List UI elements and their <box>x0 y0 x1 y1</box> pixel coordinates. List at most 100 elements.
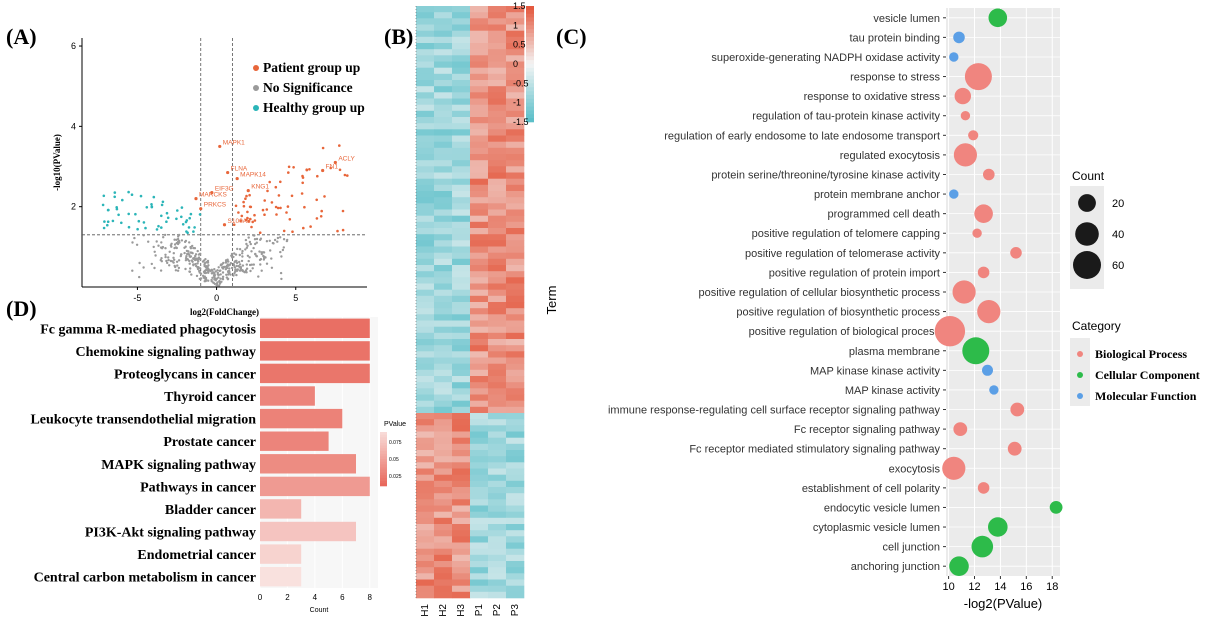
labeled-gene-point <box>218 144 222 149</box>
heatmap-cell <box>470 585 489 593</box>
heatmap-cell <box>452 406 471 414</box>
color-scale-label: -0.5 <box>513 78 529 88</box>
ns-point <box>131 269 134 272</box>
heatmap-cell <box>452 499 471 506</box>
color-scale-step <box>526 17 534 22</box>
heatmap-cell <box>434 548 453 556</box>
up-point <box>258 231 262 234</box>
ns-point <box>212 274 216 277</box>
ns-point <box>213 272 216 275</box>
heatmap-cell <box>434 468 453 475</box>
heatmap-cell <box>470 406 489 414</box>
heatmap-cell <box>434 431 453 438</box>
heatmap-cell <box>470 591 489 599</box>
heatmap-cell <box>452 271 471 278</box>
ns-point <box>280 255 283 258</box>
color-scale-step <box>526 29 534 34</box>
category-legend-title: Category <box>1072 319 1121 333</box>
heatmap-cell <box>488 536 507 543</box>
heatmap-column-label: P1 <box>474 604 485 617</box>
ns-point <box>220 280 223 283</box>
ns-point <box>196 249 199 253</box>
heatmap-cell <box>488 326 507 334</box>
heatmap-cell <box>452 110 471 118</box>
ns-point <box>245 271 248 274</box>
up-point <box>338 168 342 172</box>
heatmap-cell <box>434 567 453 574</box>
down-point <box>198 213 202 216</box>
heatmap-cell <box>488 271 507 278</box>
ns-point <box>250 263 253 266</box>
heatmap-cell <box>488 252 507 260</box>
ns-point <box>175 241 178 245</box>
heatmap-cell <box>416 462 435 469</box>
ns-point <box>172 252 175 255</box>
ns-point <box>244 238 248 242</box>
ns-point <box>188 262 191 265</box>
ns-point <box>157 244 160 247</box>
ns-point <box>194 254 197 258</box>
down-point <box>130 193 134 196</box>
ns-point <box>230 252 234 256</box>
up-point <box>286 205 290 208</box>
y-axis-label: Term <box>544 286 559 315</box>
gene-label: ACLY <box>338 156 355 163</box>
heatmap-cell <box>452 493 471 500</box>
heatmap-cell <box>416 505 435 512</box>
heatmap-cell <box>434 277 453 284</box>
color-scale-step <box>526 106 534 111</box>
heatmap-cell <box>416 314 435 321</box>
heatmap-cell <box>452 228 471 235</box>
heatmap-cell <box>470 240 489 247</box>
heatmap-cell <box>506 591 525 599</box>
color-scale-step <box>526 75 534 80</box>
down-point <box>188 216 191 220</box>
down-point <box>111 219 115 223</box>
ns-point <box>138 275 141 279</box>
heatmap-cell <box>506 246 525 253</box>
heatmap-cell <box>470 98 489 105</box>
ns-point <box>184 267 187 271</box>
ns-point <box>215 284 218 287</box>
heatmap-cell <box>470 314 489 321</box>
up-point <box>276 206 280 210</box>
down-point <box>121 198 124 202</box>
heatmap-cell <box>434 289 453 297</box>
term-label: regulation of early endosome to late end… <box>664 130 940 142</box>
ns-point <box>252 263 255 266</box>
heatmap-cell <box>434 339 453 346</box>
term-bubble <box>942 456 966 480</box>
heatmap-cell <box>452 320 471 327</box>
heatmap-cell <box>488 147 507 155</box>
ns-point <box>240 259 244 263</box>
term-label: positive regulation of biological proces… <box>749 326 941 338</box>
heatmap-cell <box>506 80 525 87</box>
heatmap-cell <box>488 160 507 167</box>
term-bubble <box>934 316 966 347</box>
heatmap-cell <box>470 80 489 87</box>
pathway-label: Pathways in cancer <box>140 480 256 495</box>
heatmap-cell <box>506 172 525 179</box>
heatmap-cell <box>452 172 471 179</box>
heatmap-cell <box>452 240 471 247</box>
down-point <box>150 205 154 209</box>
ns-point <box>219 273 222 276</box>
heatmap-cell <box>488 203 507 210</box>
heatmap-cell <box>470 357 489 364</box>
term-bubble <box>964 63 992 91</box>
up-point <box>292 166 295 169</box>
heatmap-cell <box>506 431 525 438</box>
ns-point <box>196 262 199 265</box>
ns-point <box>262 254 265 258</box>
pathway-bar <box>260 521 356 542</box>
gene-label: MAPK14 <box>240 172 266 179</box>
heatmap-cell <box>416 129 435 136</box>
heatmap-cell <box>506 326 525 334</box>
labeled-gene-point <box>235 176 239 181</box>
heatmap-cell <box>416 49 435 56</box>
ns-point <box>260 269 263 272</box>
ns-point <box>184 259 188 262</box>
heatmap-cell <box>434 36 453 44</box>
ns-point <box>279 236 282 239</box>
down-point <box>160 226 163 229</box>
